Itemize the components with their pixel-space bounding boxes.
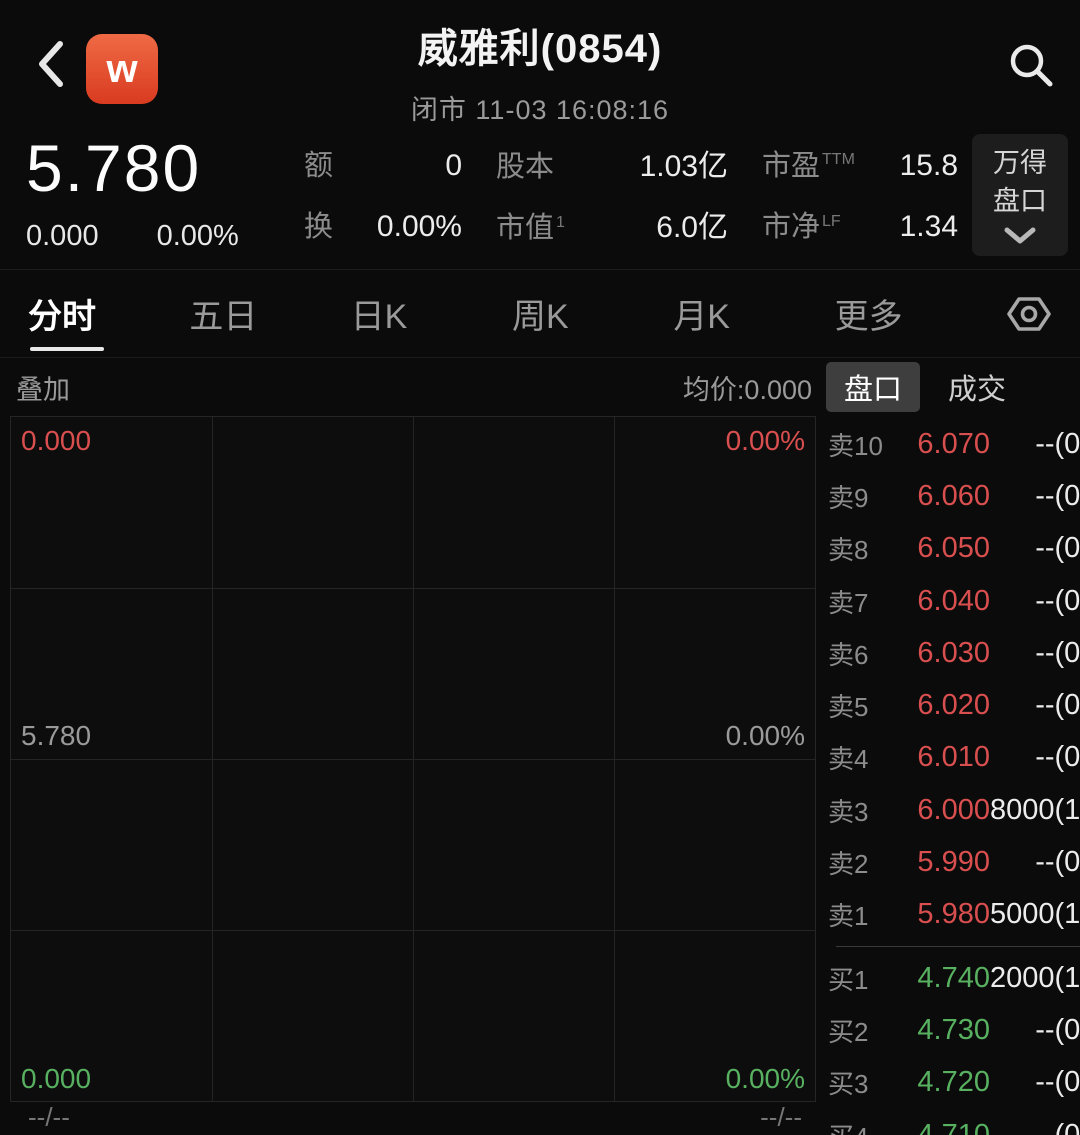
stat-turnover-rate: 换 0.00%: [304, 210, 462, 244]
panel-tabs: 盘口 成交: [820, 358, 1080, 416]
page-title: 威雅利(0854): [417, 27, 663, 71]
stat-market-cap: 市值 1 6.0亿: [496, 211, 728, 245]
price-change-percent: 0.00%: [156, 220, 239, 252]
search-button[interactable]: [1006, 40, 1054, 88]
ask-row-7[interactable]: 卖7 6.040 --(0): [828, 584, 1080, 618]
chevron-left-icon: [39, 41, 63, 87]
chart-gridline: [11, 930, 815, 931]
average-price-label: 均价:0.000: [682, 374, 812, 405]
chart-gridline: [11, 588, 815, 589]
axis-min-percent: 0.00%: [725, 1063, 805, 1094]
ask-row-4[interactable]: 卖4 6.010 --(0): [828, 741, 1080, 775]
ask-row-9[interactable]: 卖9 6.060 --(0): [828, 479, 1080, 513]
wind-app-logo[interactable]: w: [86, 34, 158, 104]
price-change: 0.000: [26, 220, 99, 252]
chart-column: 叠加 均价:0.000 0.000 0.00% 5.780 0.00% 0.00…: [0, 358, 816, 1135]
order-book-column: 盘口 成交 卖10 6.070 --(0) 卖9 6.060 --(0) 卖8 …: [816, 358, 1080, 1135]
bid-ask-divider: [836, 945, 1080, 947]
main-content: 叠加 均价:0.000 0.000 0.00% 5.780 0.00% 0.00…: [0, 358, 1080, 1135]
back-button[interactable]: [28, 38, 74, 90]
tab-five-day[interactable]: 五日: [189, 298, 258, 336]
ask-row-5[interactable]: 卖5 6.020 --(0): [828, 689, 1080, 723]
ask-row-6[interactable]: 卖6 6.030 --(0): [828, 636, 1080, 670]
stat-pb-lf: 市净 LF 1.34: [762, 210, 958, 244]
stats-grid: 额 0 股本 1.03亿 市盈 TTM 15.8 换 0.00% 市值 1 6.0亿…: [298, 124, 972, 269]
market-status: 闭市: [410, 95, 467, 125]
last-price: 5.780: [26, 131, 202, 205]
stat-pe-ttm: 市盈 TTM 15.8: [762, 148, 958, 182]
axis-max-price: 0.000: [21, 425, 92, 456]
title-block: 威雅利(0854) 闭市 11-03 16:08:16: [0, 16, 1080, 127]
stat-turnover: 额 0: [304, 148, 462, 182]
bid-row-4[interactable]: 买4 4.710 --(0): [828, 1118, 1080, 1135]
stat-share-capital: 股本 1.03亿: [496, 149, 728, 183]
bid-row-2[interactable]: 买2 4.730 --(0): [828, 1013, 1080, 1047]
chart-time-axis: --/-- --/--: [10, 1102, 816, 1132]
market-status-time: 闭市 11-03 16:08:16: [0, 88, 1080, 127]
chart-settings-button[interactable]: [996, 291, 1052, 337]
change-row: 0.000 0.00%: [26, 220, 298, 253]
tab-intraday[interactable]: 分时: [28, 270, 189, 357]
ask-row-10[interactable]: 卖10 6.070 --(0): [828, 427, 1080, 461]
search-icon: [1010, 44, 1053, 87]
ask-row-3[interactable]: 卖3 6.000 8000(1): [828, 793, 1080, 827]
wind-order-book-button[interactable]: 万得 盘口: [972, 134, 1068, 256]
overlay-button[interactable]: 叠加: [16, 374, 70, 405]
time-axis-start: --/--: [28, 1101, 70, 1132]
axis-min-price: 0.000: [21, 1063, 92, 1094]
tab-order-book[interactable]: 盘口: [826, 362, 921, 412]
tab-monthly-k[interactable]: 月K: [673, 298, 730, 336]
tab-trades[interactable]: 成交: [948, 374, 1007, 406]
settings-hexagon-icon: [1007, 296, 1051, 331]
ask-row-8[interactable]: 卖8 6.050 --(0): [828, 532, 1080, 566]
tab-weekly-k[interactable]: 周K: [511, 298, 569, 336]
quote-datetime: 11-03 16:08:16: [475, 95, 670, 125]
time-axis-end: --/--: [760, 1101, 802, 1132]
axis-mid-price: 5.780: [21, 719, 92, 751]
axis-max-percent: 0.00%: [725, 425, 805, 456]
header: w 威雅利(0854) 闭市 11-03 16:08:16: [0, 0, 1080, 125]
tab-more[interactable]: 更多: [834, 298, 903, 336]
ask-row-1[interactable]: 卖1 5.980 5000(1): [828, 898, 1080, 932]
bid-row-3[interactable]: 买3 4.720 --(0): [828, 1066, 1080, 1100]
axis-mid-percent: 0.00%: [725, 719, 805, 751]
quote-section: 5.780 0.000 0.00% 额 0 股本 1.03亿 市盈 TTM 15.…: [0, 118, 1080, 270]
bid-row-1[interactable]: 买1 4.740 2000(1): [828, 961, 1080, 995]
intraday-chart-canvas[interactable]: 0.000 0.00% 5.780 0.00% 0.000 0.00%: [10, 416, 816, 1102]
period-tabbar: 分时 五日 日K 周K 月K 更多: [0, 270, 1080, 358]
chevron-down-icon: [1004, 227, 1036, 244]
tab-daily-k[interactable]: 日K: [350, 298, 408, 336]
ask-row-2[interactable]: 卖2 5.990 --(0): [828, 846, 1080, 880]
chart-gridline: [11, 759, 815, 760]
order-book: 卖10 6.070 --(0) 卖9 6.060 --(0) 卖8 6.050 …: [820, 416, 1080, 1135]
chart-toolbar: 叠加 均价:0.000: [10, 358, 816, 416]
price-block: 5.780 0.000 0.00%: [26, 124, 298, 269]
